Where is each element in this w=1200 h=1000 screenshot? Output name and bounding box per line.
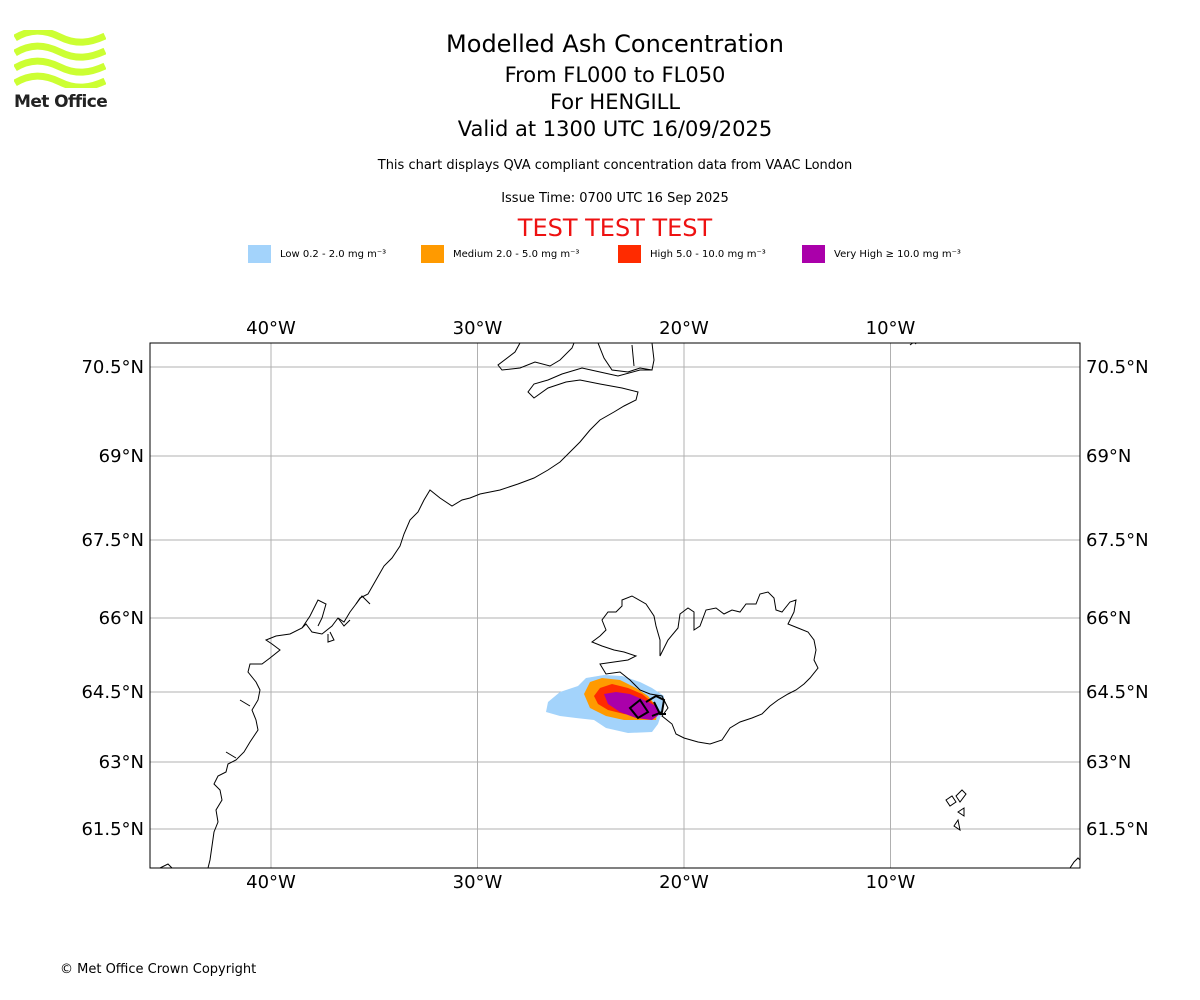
axis-tick-labels: 40°W 40°W 30°W 30°W 20°W 20°W 10°W 10°W 70.5°N 70… <box>81 318 1148 893</box>
lon-tick-label-bottom: 20°W <box>659 872 709 893</box>
norway-coast-fragment <box>1069 857 1080 868</box>
lat-tick-label-left: 66°N <box>99 608 144 629</box>
lat-tick-label-left: 64.5°N <box>81 682 144 703</box>
lat-tick-label-left: 70.5°N <box>81 357 144 378</box>
faroe-islands-coastline <box>945 789 967 832</box>
lon-tick-label-top: 10°W <box>866 318 916 339</box>
issue-time: Issue Time: 0700 UTC 16 Sep 2025 <box>501 191 729 206</box>
lon-tick-label-bottom: 30°W <box>453 872 503 893</box>
flight-level-range: From FL000 to FL050 <box>504 63 726 87</box>
lat-tick-label-right: 69°N <box>1086 446 1131 467</box>
legend-swatch-medium <box>421 245 444 263</box>
lat-tick-label-left: 61.5°N <box>81 819 144 840</box>
legend-swatch-very-high <box>802 245 825 263</box>
lat-tick-label-right: 64.5°N <box>1086 682 1149 703</box>
legend-label-low: Low 0.2 - 2.0 mg m⁻³ <box>280 248 387 260</box>
lon-tick-label-bottom: 40°W <box>246 872 296 893</box>
lat-tick-label-left: 69°N <box>99 446 144 467</box>
legend-label-high: High 5.0 - 10.0 mg m⁻³ <box>650 248 766 260</box>
met-office-waves-icon <box>13 27 107 91</box>
lat-tick-label-left: 67.5°N <box>81 530 144 551</box>
map-background <box>150 343 1080 868</box>
lon-tick-label-bottom: 10°W <box>866 872 916 893</box>
graticule <box>150 343 1080 868</box>
volcano-name: For HENGILL <box>549 90 681 114</box>
map-frame <box>149 342 1081 869</box>
lon-tick-label-top: 20°W <box>659 318 709 339</box>
greenland-corner <box>150 863 173 868</box>
legend-item-low: Low 0.2 - 2.0 mg m⁻³ <box>248 244 386 264</box>
lat-tick-label-right: 70.5°N <box>1086 357 1149 378</box>
lat-tick-label-right: 63°N <box>1086 752 1131 773</box>
lat-tick-label-left: 63°N <box>99 752 144 773</box>
lat-tick-label-right: 67.5°N <box>1086 530 1149 551</box>
legend-item-very-high: Very High ≥ 10.0 mg m⁻³ <box>802 244 961 264</box>
legend-item-high: High 5.0 - 10.0 mg m⁻³ <box>618 244 766 264</box>
lat-tick-label-right: 66°N <box>1086 608 1131 629</box>
valid-time: Valid at 1300 UTC 16/09/2025 <box>457 117 773 141</box>
legend-label-very-high: Very High ≥ 10.0 mg m⁻³ <box>834 248 961 260</box>
copyright-notice: © Met Office Crown Copyright <box>60 962 257 977</box>
lat-tick-label-right: 61.5°N <box>1086 819 1149 840</box>
met-office-logo: Met Office <box>13 27 114 114</box>
chart-description: This chart displays QVA compliant concen… <box>377 158 853 173</box>
iceland-coastline <box>590 591 819 745</box>
volcano-marker <box>628 694 666 720</box>
legend-label-medium: Medium 2.0 - 5.0 mg m⁻³ <box>453 248 580 260</box>
legend-swatch-low <box>248 245 271 263</box>
greenland-coastline <box>207 343 655 868</box>
legend-swatch-high <box>618 245 641 263</box>
logo-wordmark: Met Office <box>14 92 108 112</box>
lon-tick-label-top: 40°W <box>246 318 296 339</box>
chart-title: Modelled Ash Concentration <box>446 30 784 58</box>
greenland-inlet <box>225 595 371 759</box>
test-banner: TEST TEST TEST <box>517 214 713 242</box>
lon-tick-label-top: 30°W <box>453 318 503 339</box>
legend-item-medium: Medium 2.0 - 5.0 mg m⁻³ <box>421 244 579 264</box>
